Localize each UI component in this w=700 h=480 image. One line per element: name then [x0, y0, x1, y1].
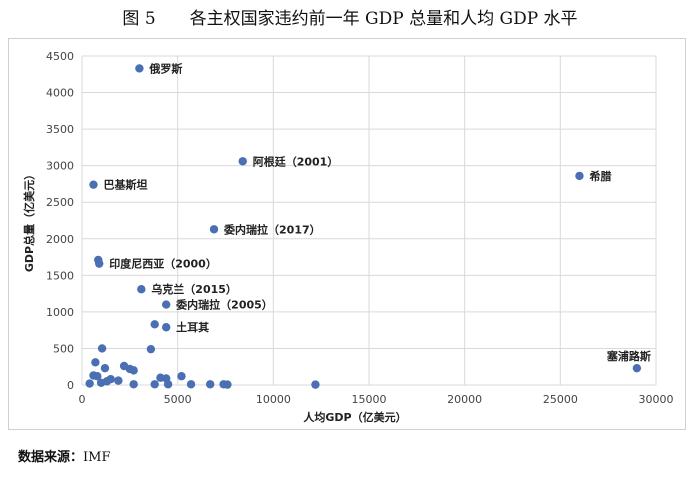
data-label: 委内瑞拉（2017） [223, 222, 321, 236]
y-tick-label: 1000 [46, 306, 74, 319]
data-point [100, 363, 110, 373]
data-point [632, 363, 642, 373]
x-tick-label: 0 [79, 393, 86, 406]
data-label: 土耳其 [176, 320, 209, 334]
data-point [91, 358, 100, 367]
y-tick-label: 3500 [46, 123, 74, 136]
x-tick-label: 10000 [256, 393, 291, 406]
data-label: 塞浦路斯 [606, 349, 651, 363]
y-tick-label: 3000 [46, 160, 74, 173]
x-tick-label: 15000 [352, 393, 387, 406]
data-point [89, 180, 98, 189]
y-tick-label: 500 [53, 342, 74, 355]
data-point [223, 380, 232, 389]
data-point [161, 323, 171, 332]
data-point [95, 259, 104, 268]
data-label: 俄罗斯 [148, 61, 182, 75]
data-point [238, 157, 247, 166]
data-point [146, 344, 156, 354]
x-tick-label: 20000 [447, 393, 482, 406]
data-point [93, 372, 102, 381]
data-label: 印度尼西亚（2000） [109, 257, 217, 271]
chart-title: 图 5 各主权国家违约前一年 GDP 总量和人均 GDP 水平 [122, 9, 578, 29]
y-tick-label: 1500 [46, 269, 74, 282]
data-point [177, 372, 186, 381]
y-tick-label: 4500 [46, 50, 74, 63]
data-point [150, 320, 159, 329]
data-point [97, 344, 107, 353]
x-tick-label: 5000 [164, 393, 192, 406]
chart-frame: 0 500 1000 1500 2000 2500 3000 3500 4000 4500 0 500… [8, 38, 686, 430]
y-tick-label: 4000 [46, 87, 74, 100]
data-label: 阿根廷（2001） [253, 154, 339, 168]
scatter-chart: 0 500 1000 1500 2000 2500 3000 3500 4000 4500 0 500… [22, 50, 674, 424]
data-point [209, 225, 219, 234]
data-point [114, 376, 123, 385]
data-point [186, 380, 196, 389]
data-label: 委内瑞拉（2005） [175, 298, 273, 312]
data-point [96, 378, 106, 388]
data-label: 希腊 [588, 169, 611, 183]
data-point [311, 380, 320, 389]
data-point [205, 380, 215, 389]
x-tick-label: 30000 [639, 393, 674, 406]
source-value: IMF [83, 450, 111, 465]
data-point [129, 380, 138, 389]
data-source: 数据来源：IMF [18, 446, 110, 465]
data-point [150, 380, 159, 389]
x-tick-label: 25000 [543, 393, 578, 406]
data-point [575, 171, 584, 181]
x-axis-label: 人均GDP（亿美元） [303, 410, 406, 424]
y-axis-label: GDP总量（亿美元） [22, 169, 36, 272]
data-label: 乌克兰（2015） [151, 282, 237, 296]
y-tick-label: 0 [67, 379, 74, 392]
source-label: 数据来源： [18, 450, 84, 465]
y-tick-label: 2000 [46, 233, 74, 246]
data-point [137, 285, 146, 294]
data-point [135, 64, 144, 73]
data-point [163, 380, 173, 389]
data-point [161, 300, 171, 309]
data-point [85, 379, 94, 388]
data-label: 巴基斯坦 [103, 178, 147, 192]
y-tick-label: 2500 [46, 196, 74, 209]
data-point [129, 366, 138, 375]
